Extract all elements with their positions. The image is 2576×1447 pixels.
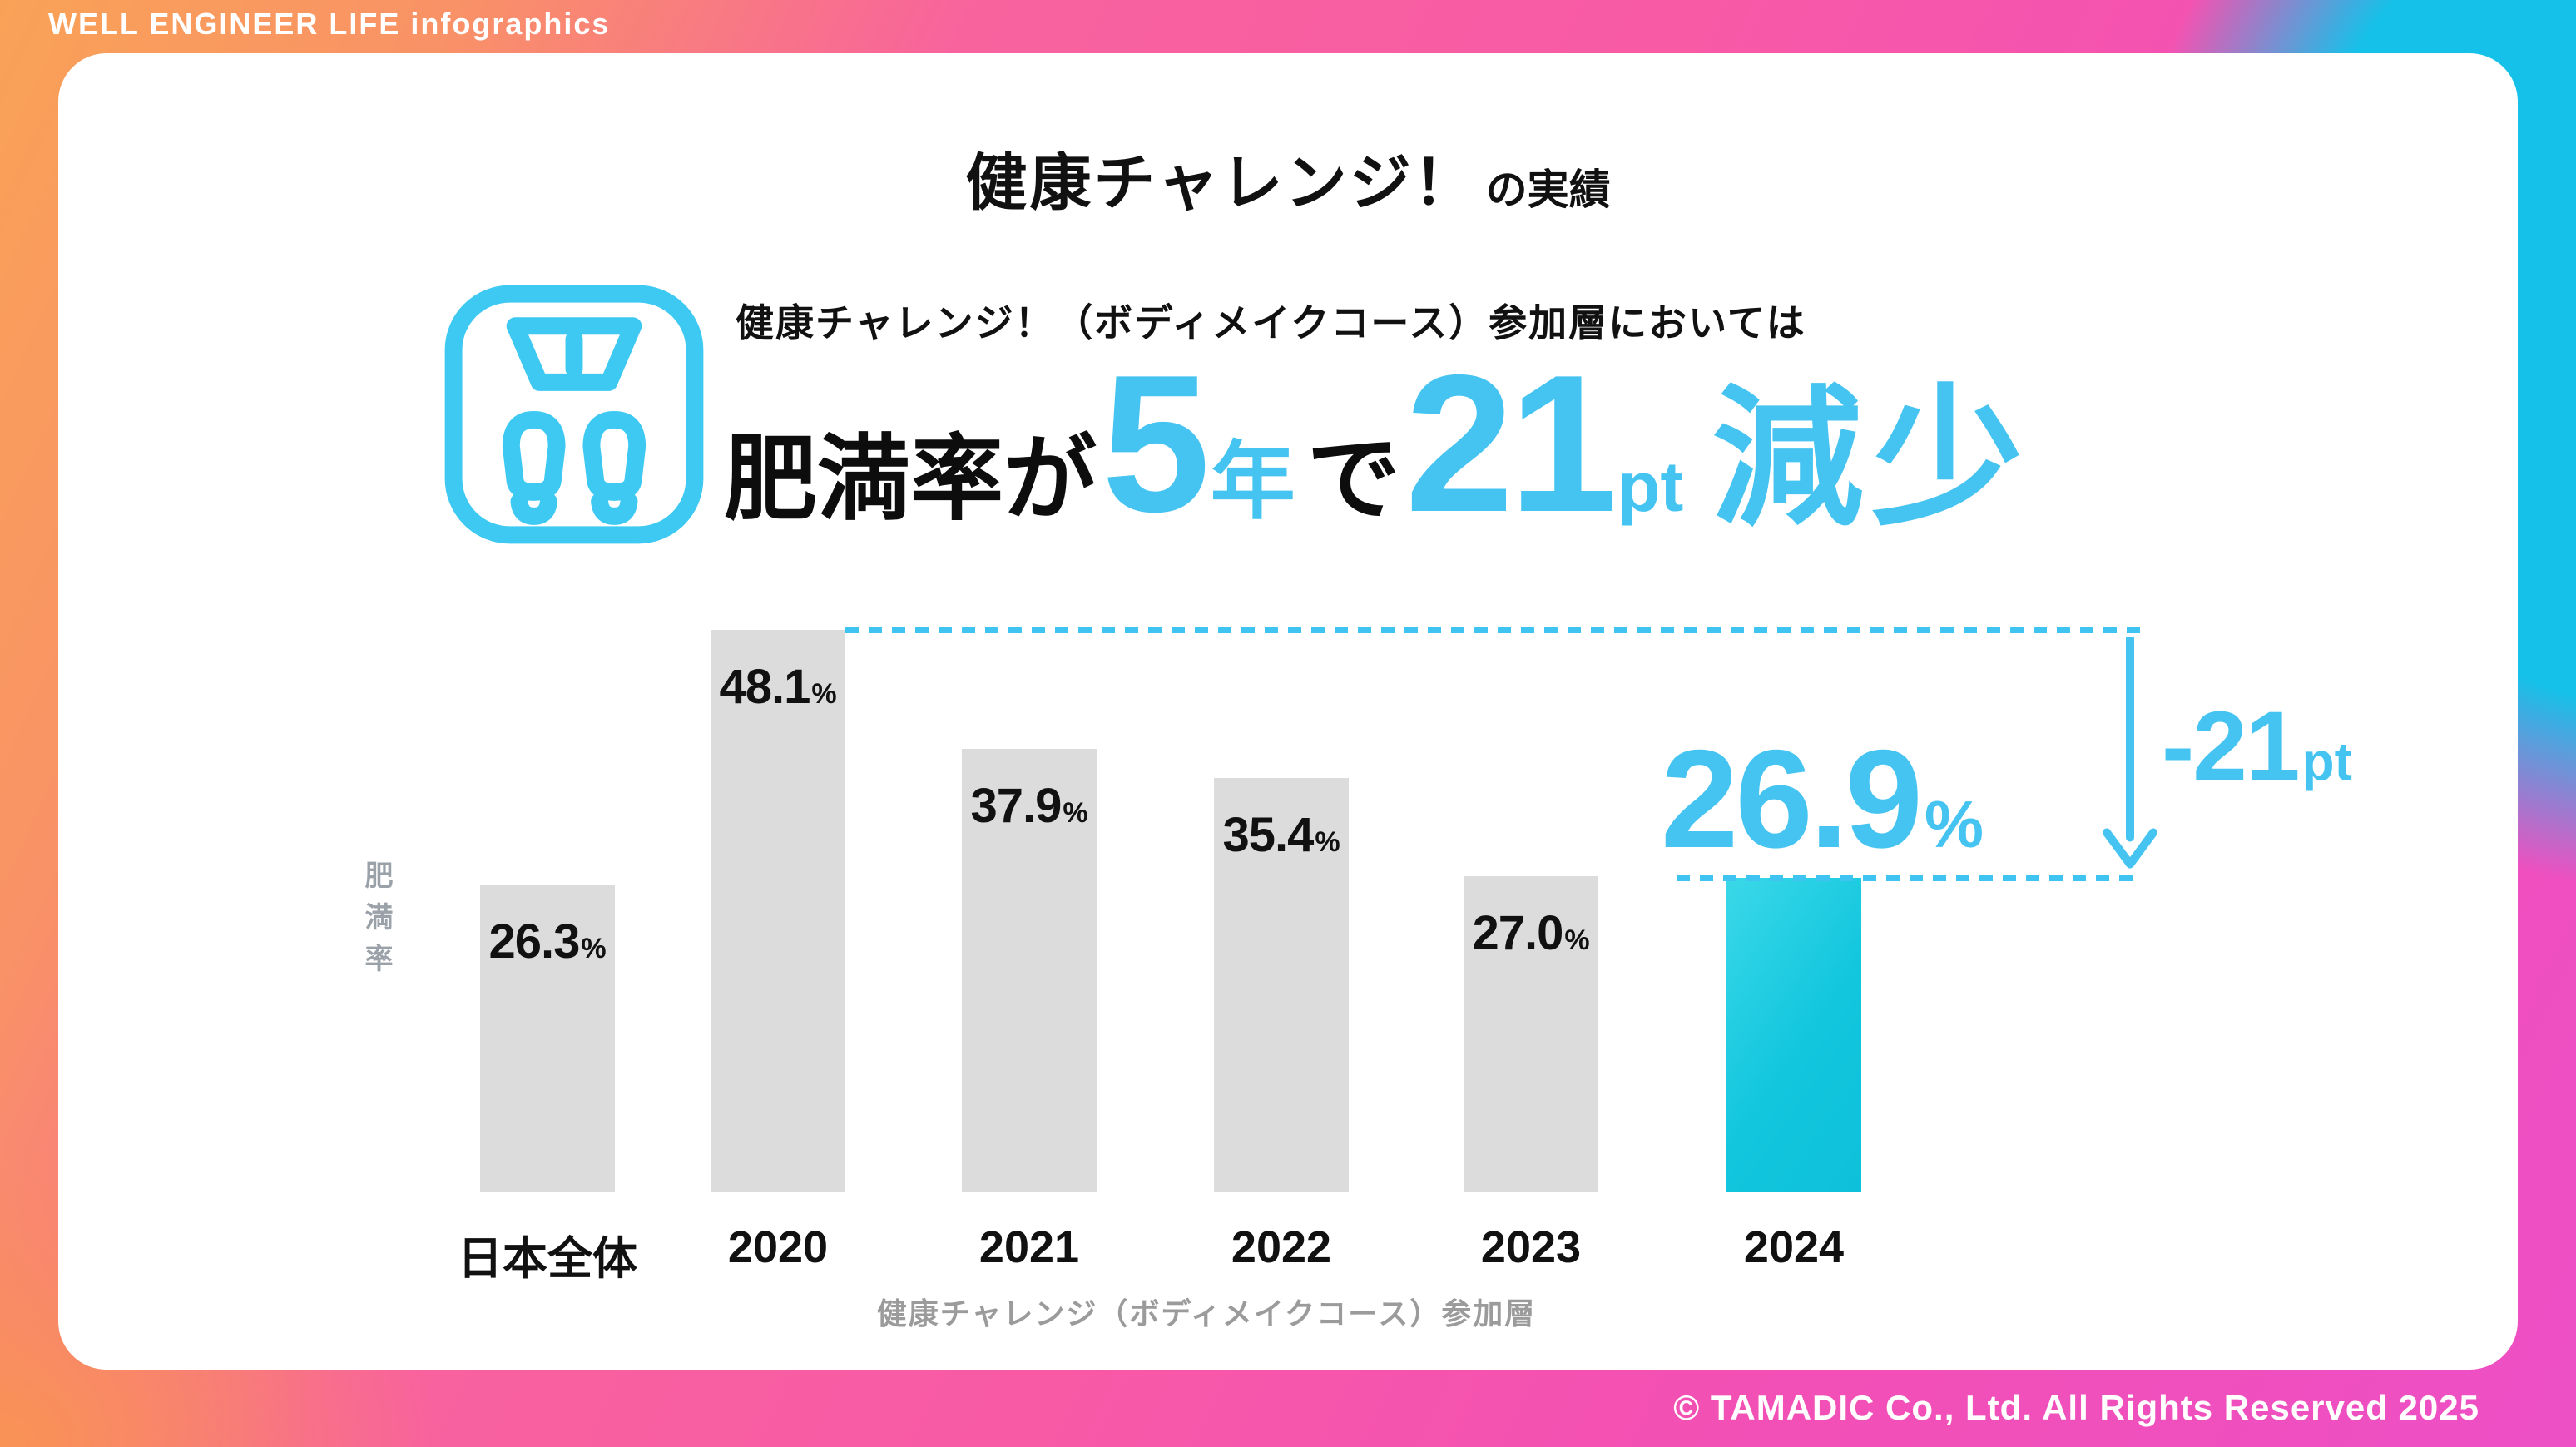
headline-points-value: 21 <box>1404 334 1617 553</box>
bar-chart: 肥満率 26.3% 日本全体 48.1% 2020 37.9% 2021 35.4% 2022… <box>58 53 2518 1370</box>
headline-lead: 肥満率が <box>724 427 1097 531</box>
page-title: 健康チャレンジ！ の実績 <box>58 133 2518 222</box>
page-title-suffix: の実績 <box>1485 166 1611 213</box>
delta-label: -21pt <box>2162 697 2352 795</box>
x-axis-caption: 健康チャレンジ（ボディメイクコース）参加層 <box>876 1296 1537 1331</box>
bar-2024 <box>1726 877 1861 1192</box>
page-title-main: 健康チャレンジ！ <box>965 148 1478 217</box>
delta-value: -21 <box>2162 691 2301 801</box>
hero-subtitle: 健康チャレンジ！（ボディメイクコース）参加層においては <box>736 301 1806 344</box>
bar-日本全体 <box>480 884 615 1192</box>
hero-headline: 肥満率が5年 で21pt 減少 <box>724 345 2031 605</box>
y-axis-label: 肥満率 <box>360 860 392 985</box>
bar-value-label: 27.0% <box>1472 906 1590 961</box>
x-axis-tick-label: 2020 <box>727 1222 829 1272</box>
highlight-value-label: 26.9% <box>1589 729 2055 906</box>
headline-points-unit: pt <box>1617 448 1684 526</box>
highlight-value: 26.9 <box>1660 720 1923 877</box>
reference-dash-line-bottom <box>1677 875 2143 881</box>
bar-value-label: 26.3% <box>488 914 607 969</box>
x-axis-tick-label: 2023 <box>1480 1222 1582 1272</box>
x-axis-tick-label: 2024 <box>1743 1222 1845 1272</box>
weight-scale-icon <box>444 285 704 544</box>
bar-value-label: 48.1% <box>719 660 837 714</box>
headline-years-unit: 年 <box>1210 434 1295 529</box>
x-axis-tick-label: 2022 <box>1231 1222 1332 1272</box>
highlight-unit: % <box>1924 786 1984 861</box>
bar-2020 <box>711 630 845 1192</box>
decrease-arrow-icon <box>2103 637 2157 869</box>
bar-2023 <box>1464 876 1598 1192</box>
footer-copyright: © TAMADIC Co., Ltd. All Rights Reserved … <box>1673 1388 2479 1427</box>
bar-value-label: 37.9% <box>970 779 1088 834</box>
headline-years-value: 5 <box>1102 334 1211 553</box>
bar-2022 <box>1214 778 1349 1192</box>
headline-connector: で <box>1306 427 1400 531</box>
delta-unit: pt <box>2301 731 2352 791</box>
bar-2021 <box>962 749 1097 1192</box>
brand-text: WELL ENGINEER LIFE infographics <box>48 7 611 41</box>
content-card: 健康チャレンジ！ の実績 健康チャレンジ！（ボディメイクコース）参加層においては … <box>58 53 2518 1370</box>
bar-value-label: 35.4% <box>1222 808 1340 863</box>
x-axis-tick-label: 2021 <box>978 1222 1080 1272</box>
reference-dash-line-top <box>845 627 2143 633</box>
headline-result: 減少 <box>1712 374 2032 543</box>
x-axis-tick-label: 日本全体 <box>458 1234 637 1284</box>
